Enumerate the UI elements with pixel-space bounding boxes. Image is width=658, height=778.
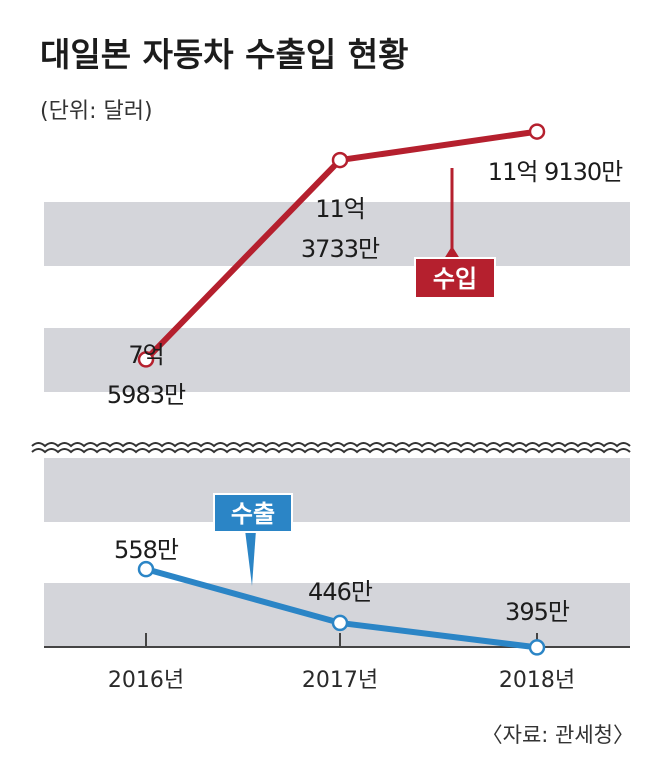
- import-point: [331, 151, 349, 169]
- import-series-name: 수입: [433, 265, 477, 293]
- unit-label: (단위: 달러): [40, 99, 153, 124]
- export-series-tag: 수출: [213, 493, 293, 586]
- export-data-label: 558만: [114, 536, 179, 564]
- chart-title: 대일본 자동차 수출입 현황: [40, 35, 408, 74]
- x-tick-label: 2016년: [108, 668, 184, 693]
- import-data-label: 3733만: [301, 235, 380, 263]
- export-series-name: 수출: [231, 500, 275, 528]
- source-label: 〈자료: 관세청〉: [482, 723, 634, 747]
- import-point: [528, 123, 546, 140]
- import-series-tag: 수입: [414, 168, 496, 299]
- export-point: [137, 560, 155, 578]
- import-data-label: 7억: [128, 341, 163, 369]
- import-data-label: 11억 9130만: [488, 158, 623, 186]
- axis-break: [30, 438, 640, 458]
- import-point: [137, 351, 155, 368]
- grid-band-4: [44, 583, 630, 647]
- import-data-label: 11억: [315, 195, 365, 223]
- x-tick-label: 2017년: [302, 668, 378, 693]
- export-data-label: 395만: [505, 598, 570, 626]
- grid-band-3: [44, 458, 630, 522]
- grid-band-1: [44, 202, 630, 266]
- export-data-label: 446만: [308, 578, 373, 606]
- import-data-label: 5983만: [107, 381, 186, 409]
- x-tick-label: 2018년: [499, 668, 575, 693]
- export-point: [528, 639, 546, 656]
- export-point: [331, 614, 349, 632]
